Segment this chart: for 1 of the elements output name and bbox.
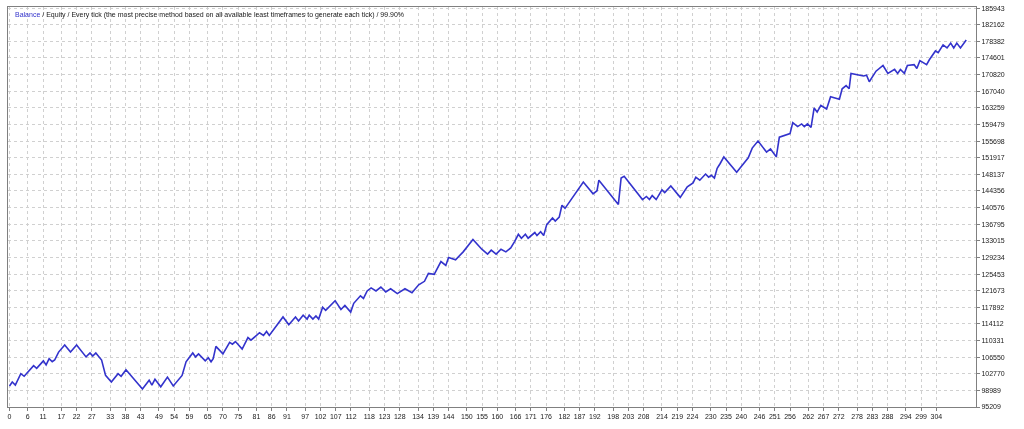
line-series [8,39,968,390]
